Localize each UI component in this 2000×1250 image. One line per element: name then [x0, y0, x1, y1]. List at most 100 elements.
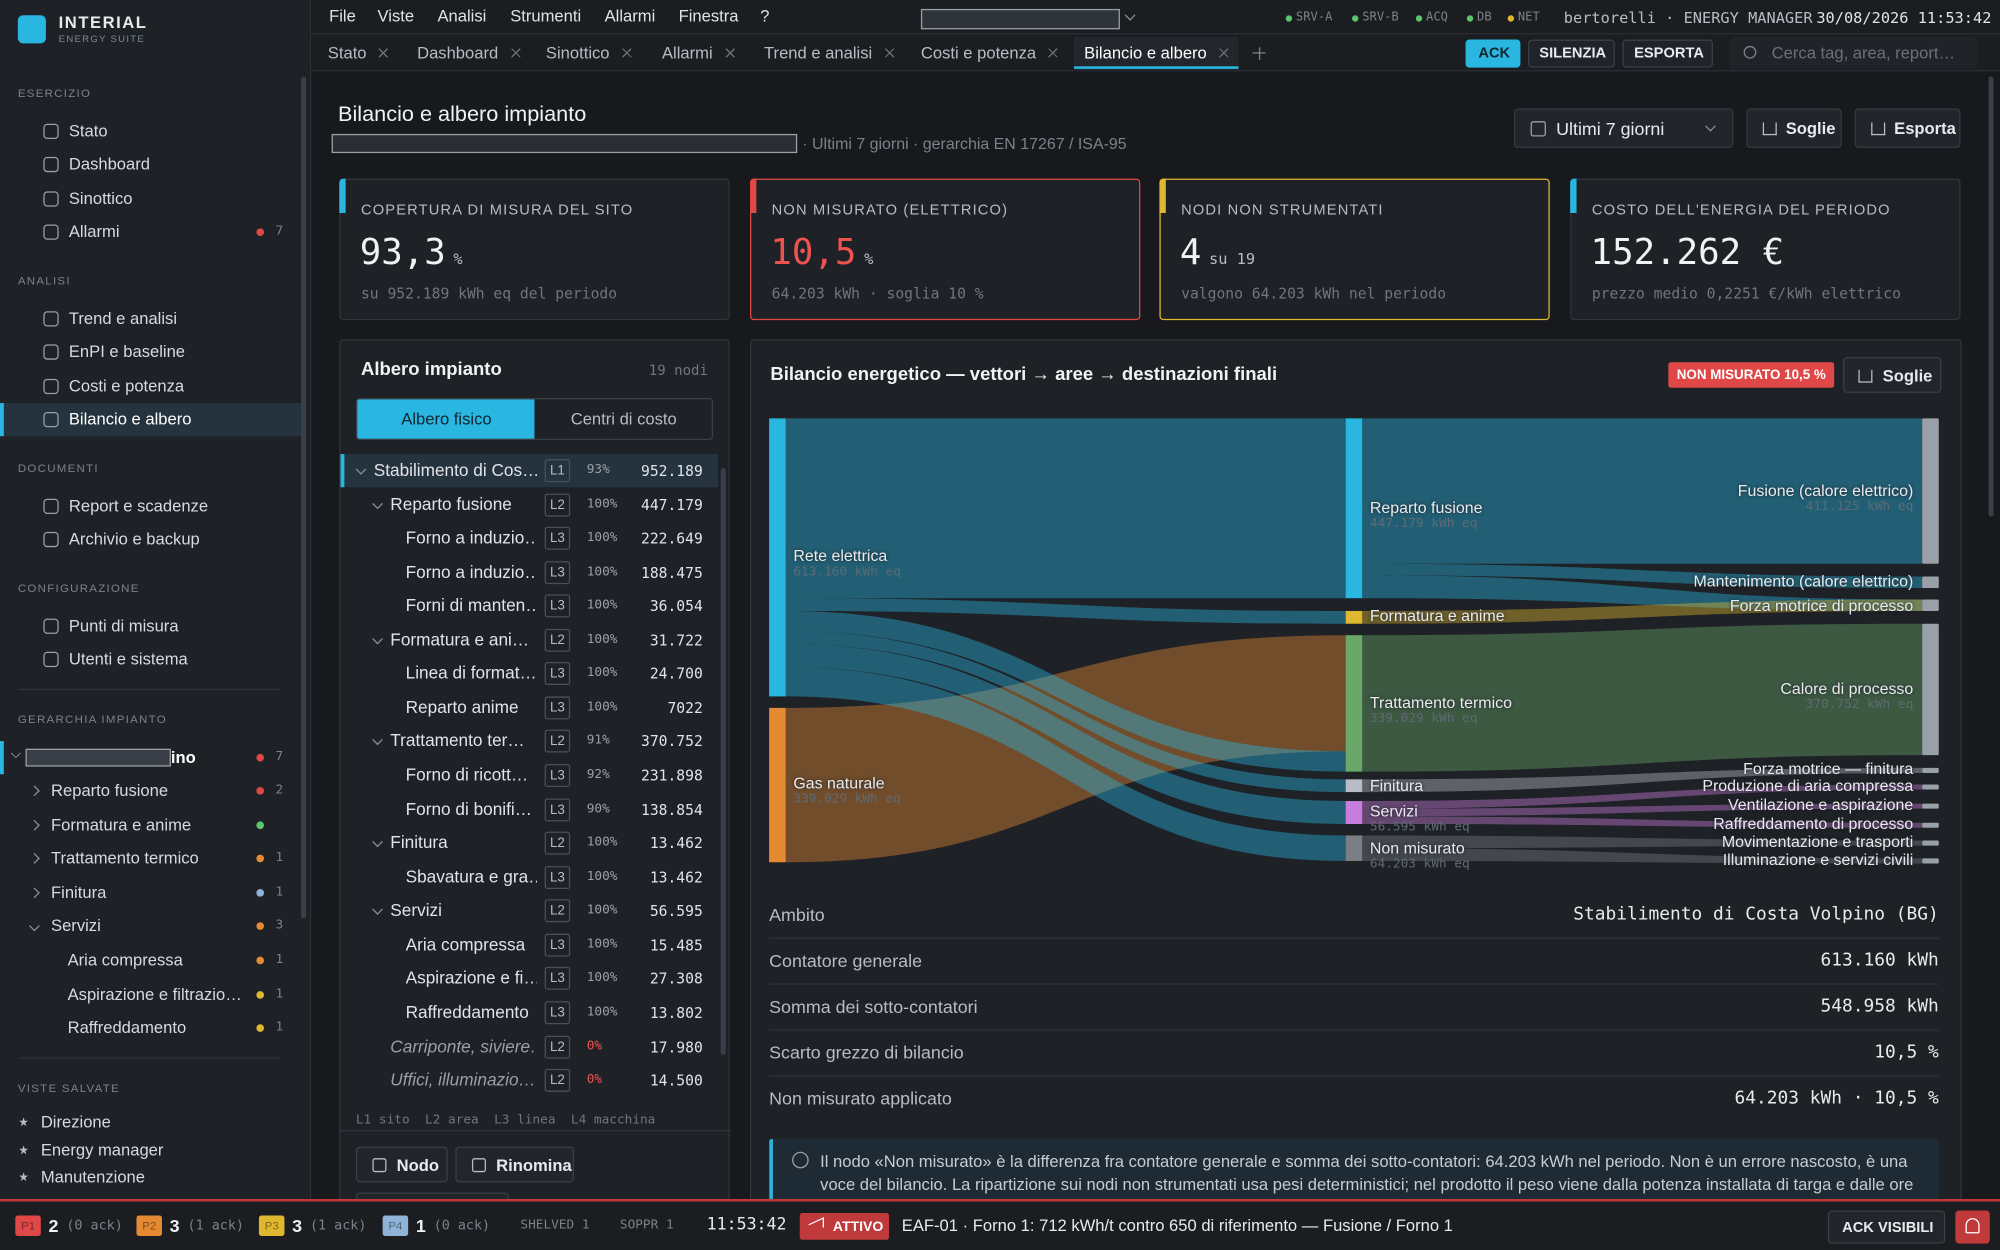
header-button[interactable]: Esporta	[1854, 108, 1961, 148]
tree-label[interactable]: Stabilimento di Cos…	[373, 460, 537, 480]
redacted[interactable]	[920, 8, 1120, 30]
menu-item[interactable]: Finestra	[678, 6, 739, 26]
chevron	[29, 819, 40, 831]
priority-badge: P3	[258, 1215, 285, 1236]
hierarchy-item[interactable]: Aspirazione e filtrazio…	[67, 984, 242, 1004]
menu-item[interactable]: Viste	[377, 6, 415, 26]
panel-button[interactable]: Soglie	[1843, 357, 1942, 393]
tab[interactable]: Allarmi	[661, 43, 713, 63]
nav-item[interactable]: Allarmi	[68, 221, 120, 242]
tab-close[interactable]	[622, 48, 632, 58]
saved-view[interactable]: Energy manager	[40, 1140, 164, 1160]
hierarchy-item[interactable]: Formatura e anime	[51, 814, 192, 834]
period-select[interactable]: Ultimi 7 giorni	[1514, 108, 1734, 148]
header-button[interactable]: Soglie	[1746, 108, 1842, 148]
tree-label[interactable]: Uffici, illuminazio…	[390, 1070, 536, 1090]
saved-view[interactable]: Manutenzione	[40, 1167, 145, 1187]
tree-label[interactable]: Servizi	[390, 900, 442, 920]
tree-value: 15.485	[649, 936, 703, 954]
bell-button[interactable]	[1955, 1210, 1990, 1244]
tab-close[interactable]	[379, 48, 389, 58]
status-button[interactable]: ACK VISIBILI	[1827, 1210, 1946, 1244]
hierarchy-item[interactable]: Raffreddamento	[67, 1018, 187, 1038]
section-title: GERARCHIA IMPIANTO	[17, 713, 167, 726]
tab[interactable]: Costi e potenza	[920, 43, 1037, 63]
hierarchy-root[interactable]: ino	[170, 747, 196, 767]
sankey-label: Formatura e anime	[1369, 607, 1505, 625]
tree-label[interactable]: Forno di bonifi…	[405, 799, 532, 819]
star-icon	[19, 1145, 29, 1155]
tree-button[interactable]: Nodo	[355, 1146, 448, 1183]
menu-item[interactable]: ?	[760, 6, 770, 26]
nav-item[interactable]: Costi e potenza	[68, 376, 185, 396]
tab[interactable]: Dashboard	[417, 43, 499, 63]
hierarchy-count: 1	[275, 884, 284, 899]
level-badge: L3	[544, 560, 571, 584]
status-dot	[1351, 14, 1358, 22]
nav-icon	[43, 378, 59, 395]
segment[interactable]: Centri di costo	[570, 409, 677, 429]
tree-button[interactable]: Rinomina	[455, 1146, 574, 1183]
tree-label[interactable]: Forno a induzio…	[405, 562, 537, 582]
tree-label[interactable]: Carriponte, siviere…	[390, 1036, 537, 1056]
tab-close[interactable]	[1048, 48, 1058, 58]
tab-close[interactable]	[510, 48, 520, 58]
chevron	[372, 904, 383, 916]
action-button[interactable]: ESPORTA	[1622, 39, 1714, 68]
tree-label[interactable]: Sbavatura e gra…	[405, 866, 537, 887]
tree-label[interactable]: Forno a induzio…	[405, 528, 537, 548]
search[interactable]: Cerca tag, area, report…	[1729, 36, 1978, 69]
nav-item[interactable]: Archivio e backup	[68, 529, 200, 549]
tree-button[interactable]	[355, 1192, 509, 1199]
nav-item[interactable]: Dashboard	[68, 154, 151, 174]
tree-label[interactable]: Formatura e ani…	[390, 629, 530, 649]
tab[interactable]: Bilancio e albero	[1084, 43, 1207, 63]
nav-item[interactable]: Sinottico	[68, 188, 133, 208]
node-count: 19 nodi	[648, 362, 708, 379]
nav-item[interactable]: Bilancio e albero	[68, 409, 192, 429]
tab[interactable]: Sinottico	[545, 43, 610, 63]
tab-close[interactable]	[725, 48, 735, 58]
nav-item[interactable]: Trend e analisi	[68, 308, 178, 328]
tree-label[interactable]: Raffreddamento	[405, 1002, 529, 1022]
nav-item[interactable]: EnPI e baseline	[68, 341, 186, 361]
hierarchy-item[interactable]: Trattamento termico	[51, 848, 199, 868]
sankey-label: Fusione (calore elettrico)	[1737, 482, 1914, 500]
hierarchy-item[interactable]: Finitura	[51, 882, 107, 902]
action-button[interactable]: SILENZIA	[1528, 39, 1615, 68]
hierarchy-item[interactable]: Reparto fusione	[51, 780, 169, 800]
tree-label[interactable]: Linea di format…	[405, 663, 537, 683]
menu-item[interactable]: Allarmi	[604, 6, 656, 26]
hierarchy-item[interactable]: Servizi	[51, 916, 101, 936]
tree-label[interactable]: Aspirazione e fi…	[405, 968, 537, 988]
tree-label[interactable]: Finitura	[390, 833, 448, 853]
page-subtitle: · Ultimi 7 giorni · gerarchia EN 17267 /…	[802, 135, 1127, 154]
hierarchy-item[interactable]: Aria compressa	[67, 950, 183, 970]
action-button[interactable]: ACK	[1465, 39, 1521, 68]
menu-item[interactable]: Strumenti	[510, 6, 582, 26]
tab-close[interactable]	[1219, 48, 1229, 58]
nav-item[interactable]: Utenti e sistema	[68, 649, 188, 669]
tree-label[interactable]: Trattamento ter…	[390, 731, 525, 751]
menu-item[interactable]: File	[329, 6, 356, 26]
tab-close[interactable]	[884, 48, 894, 58]
tree-pct: 100%	[586, 632, 618, 647]
menu-item[interactable]: Analisi	[437, 6, 487, 26]
saved-view[interactable]: Direzione	[40, 1112, 111, 1132]
tree-label[interactable]: Reparto fusione	[390, 494, 512, 514]
tree-label[interactable]: Forno di ricott…	[405, 765, 529, 785]
tree-label[interactable]: Aria compressa	[405, 934, 526, 954]
tab[interactable]: Trend e analisi	[764, 43, 873, 63]
level-label: L2	[549, 496, 565, 513]
chevron	[372, 734, 383, 746]
info-text: Il nodo «Non misurato» è la differenza f…	[820, 1151, 1914, 1199]
segment[interactable]: Albero fisico	[401, 409, 492, 429]
nav-item[interactable]: Punti di misura	[68, 616, 179, 636]
tabbar: Stato Dashboard Sinottico Allarmi Trend e an…	[311, 34, 2000, 72]
tab[interactable]: Stato	[327, 43, 367, 63]
nav-item[interactable]: Stato	[68, 121, 108, 141]
tree-value: 370.752	[640, 732, 703, 751]
tree-label[interactable]: Reparto anime	[405, 697, 519, 717]
nav-item[interactable]: Report e scadenze	[68, 496, 209, 516]
tree-label[interactable]: Forni di manten…	[405, 595, 537, 616]
